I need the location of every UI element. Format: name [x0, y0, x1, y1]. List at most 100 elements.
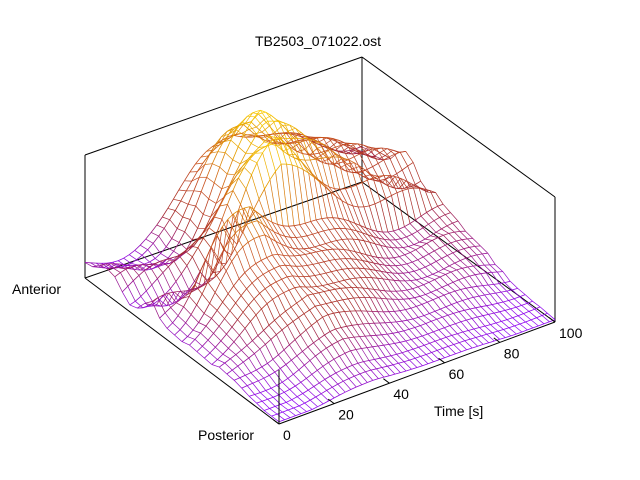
mesh-cross-segment [403, 330, 412, 340]
mesh-cross-segment [424, 188, 433, 210]
mesh-channel-segment [154, 253, 161, 259]
mesh-channel-segment [339, 391, 346, 396]
mesh-cross-segment [325, 303, 334, 314]
mesh-cross-segment [339, 228, 348, 240]
mesh-cross-segment [404, 254, 413, 263]
mesh-channel-segment [428, 250, 435, 255]
mesh-channel-segment [366, 346, 373, 348]
mesh-cross-segment [400, 264, 409, 273]
mesh-channel-segment [443, 265, 450, 270]
mesh-cross-segment [262, 152, 271, 180]
mesh-cross-segment [412, 348, 421, 357]
mesh-cross-segment [270, 387, 279, 396]
mesh-channel-segment [323, 229, 330, 232]
mesh-channel-segment [501, 319, 508, 322]
mesh-channel-segment [367, 234, 374, 237]
mesh-channel-segment [211, 310, 218, 319]
mesh-channel-segment [359, 335, 366, 337]
mesh-cross-segment [291, 399, 300, 407]
mesh-channel-segment [272, 295, 279, 300]
mesh-channel-segment [293, 157, 300, 160]
mesh-cross-segment [246, 288, 255, 300]
mesh-cross-segment [255, 152, 263, 154]
mesh-cross-segment [429, 342, 438, 351]
mesh-channel-segment [175, 298, 182, 304]
mesh-channel-segment [247, 238, 255, 243]
mesh-channel-segment [234, 204, 241, 221]
mesh-channel-segment [293, 369, 300, 375]
mesh-cross-segment [275, 281, 284, 293]
mesh-channel-segment [279, 234, 286, 237]
mesh-cross-segment [166, 246, 174, 252]
mesh-channel-segment [262, 270, 269, 275]
mesh-cross-segment [469, 275, 478, 287]
mesh-channel-segment [467, 265, 474, 268]
mesh-cross-segment [198, 322, 207, 327]
mesh-channel-segment [266, 298, 273, 305]
mesh-cross-segment [434, 250, 442, 259]
mesh-cross-segment [341, 200, 350, 222]
mesh-channel-segment [332, 163, 338, 165]
mesh-cross-segment [385, 198, 394, 232]
mesh-channel-segment [175, 255, 182, 261]
mesh-channel-segment [333, 311, 340, 314]
mesh-channel-segment [280, 402, 287, 405]
mesh-channel-segment [372, 163, 379, 167]
time-axis-line [278, 321, 556, 425]
mesh-cross-segment [260, 260, 269, 272]
mesh-channel-segment [441, 284, 448, 288]
mesh-channel-segment [326, 344, 333, 349]
mesh-cross-segment [368, 149, 377, 157]
mesh-channel-segment [409, 327, 415, 330]
mesh-channel-segment [257, 330, 264, 336]
mesh-cross-segment [396, 321, 404, 332]
mesh-cross-segment [371, 311, 380, 324]
mesh-cross-segment [205, 325, 214, 334]
mesh-channel-segment [252, 147, 259, 154]
mesh-channel-segment [365, 169, 372, 175]
mesh-cross-segment [323, 261, 332, 272]
mesh-channel-segment [495, 321, 502, 324]
mesh-channel-segment [460, 319, 467, 323]
mesh-channel-segment [477, 344, 484, 347]
mesh-cross-segment [357, 362, 366, 373]
mesh-cross-segment [267, 121, 276, 138]
mesh-channel-segment [447, 281, 454, 286]
mesh-channel-segment [381, 182, 388, 186]
mesh-cross-segment [313, 177, 322, 219]
mesh-channel-segment [407, 348, 414, 352]
mesh-channel-segment [416, 335, 423, 339]
box-edge-top-left [84, 56, 363, 156]
mesh-channel-segment [488, 340, 495, 344]
mesh-channel-segment [251, 277, 258, 284]
mesh-cross-segment [258, 111, 266, 115]
mesh-cross-segment [383, 311, 391, 323]
mesh-cross-segment [452, 281, 461, 290]
mesh-cross-segment [305, 140, 314, 155]
x-axis-label: Time [s] [434, 403, 483, 419]
mesh-channel-segment [329, 147, 336, 151]
mesh-cross-segment [462, 300, 471, 310]
mesh-cross-segment [369, 297, 379, 312]
mesh-cross-segment [425, 294, 434, 301]
mesh-channel-segment [229, 220, 236, 237]
mesh-channel-segment [131, 264, 138, 268]
mesh-cross-segment [309, 159, 319, 180]
mesh-cross-segment [337, 217, 346, 229]
mesh-cross-segment [352, 205, 361, 226]
mesh-cross-segment [363, 240, 372, 257]
mesh-channel-segment [431, 318, 437, 322]
mesh-channel-segment [436, 286, 443, 291]
mesh-channel-segment [469, 274, 476, 277]
mesh-channel-segment [335, 327, 342, 330]
mesh-channel-segment [319, 379, 326, 384]
mesh-channel-segment [210, 235, 218, 248]
mesh-cross-segment [351, 325, 360, 337]
mesh-cross-segment [160, 292, 170, 307]
mesh-channel-segment [249, 206, 256, 212]
mesh-channel-segment [454, 260, 461, 264]
mesh-cross-segment [282, 225, 291, 238]
mesh-cross-segment [291, 359, 300, 371]
mesh-channel-segment [336, 268, 343, 271]
mesh-cross-segment [272, 359, 281, 369]
